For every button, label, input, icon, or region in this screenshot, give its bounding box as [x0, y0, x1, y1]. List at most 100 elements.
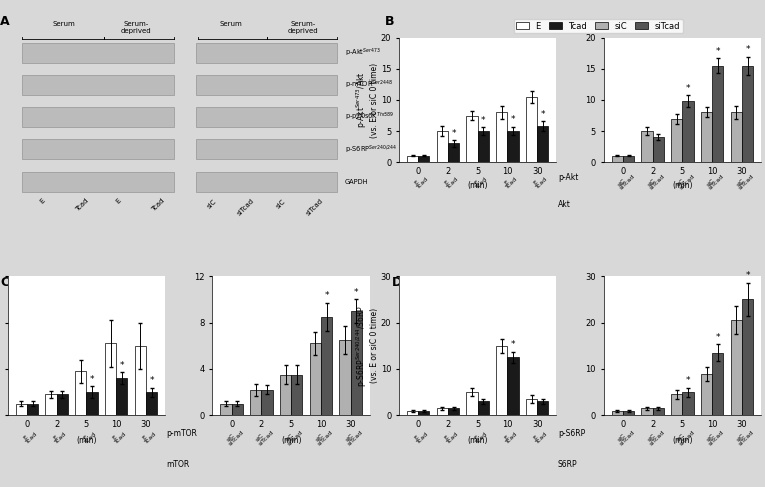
Text: (min): (min) — [76, 436, 96, 445]
Bar — [340, 340, 350, 415]
Text: E: E — [503, 179, 509, 186]
Text: Serum-
deprived: Serum- deprived — [121, 20, 151, 34]
Text: siC: siC — [256, 433, 265, 443]
Bar — [116, 378, 127, 415]
Text: siTcad: siTcad — [708, 430, 725, 447]
Text: siC: siC — [617, 177, 627, 187]
Text: Tcad: Tcad — [144, 431, 158, 445]
Bar — [467, 392, 477, 415]
Text: *: * — [745, 45, 750, 54]
Text: E: E — [444, 435, 450, 441]
Text: (min): (min) — [281, 436, 301, 445]
Text: E: E — [115, 198, 122, 205]
Text: Tcad: Tcad — [446, 431, 459, 445]
Text: S6RP: S6RP — [558, 460, 578, 469]
Text: Tcad: Tcad — [416, 176, 429, 189]
Bar — [57, 394, 68, 415]
Text: siTcad: siTcad — [679, 430, 695, 447]
Text: Tcad: Tcad — [505, 431, 519, 445]
Bar — [701, 374, 712, 415]
Bar — [407, 156, 418, 162]
Text: *: * — [451, 129, 456, 138]
Text: C: C — [1, 276, 9, 289]
Text: siTcad: siTcad — [317, 430, 334, 447]
Text: siC: siC — [344, 433, 355, 443]
Text: *: * — [324, 291, 329, 300]
Text: siTcad: siTcad — [305, 198, 324, 217]
Bar — [496, 346, 507, 415]
Text: E: E — [38, 198, 46, 205]
Text: Tcad: Tcad — [151, 198, 166, 213]
Bar — [496, 112, 507, 162]
Text: E: E — [533, 179, 539, 186]
Bar — [135, 346, 146, 415]
Bar — [262, 390, 272, 415]
Bar — [250, 390, 262, 415]
Legend: E, Tcad, siC, siTcad: E, Tcad, siC, siTcad — [514, 19, 682, 33]
Bar — [612, 156, 623, 162]
Text: *: * — [511, 340, 516, 349]
Text: Tcad: Tcad — [54, 431, 68, 445]
Bar — [507, 131, 519, 162]
Text: Tcad: Tcad — [475, 431, 489, 445]
Text: *: * — [745, 271, 750, 281]
Text: *: * — [119, 361, 124, 370]
Text: B: B — [384, 15, 394, 28]
Text: siTcad: siTcad — [236, 198, 256, 217]
Text: siTcad: siTcad — [619, 430, 636, 447]
Bar — [16, 404, 27, 415]
Text: p-p70s6K$^{Thr389}$: p-p70s6K$^{Thr389}$ — [344, 111, 394, 123]
Bar — [712, 66, 724, 162]
Bar — [623, 411, 634, 415]
Text: (min): (min) — [672, 436, 692, 445]
Bar — [731, 320, 742, 415]
Bar — [437, 409, 448, 415]
Bar — [146, 392, 157, 415]
Text: siTcad: siTcad — [619, 174, 636, 191]
Bar — [526, 97, 537, 162]
Y-axis label: p-S6RP$^{Ser240/244}$/S6RP
(vs. E or siC 0 time): p-S6RP$^{Ser240/244}$/S6RP (vs. E or siC… — [354, 304, 379, 387]
Bar — [731, 112, 742, 162]
Text: p-Akt: p-Akt — [558, 173, 578, 182]
Text: *: * — [685, 84, 690, 93]
Text: Tcad: Tcad — [535, 431, 549, 445]
Text: siC: siC — [706, 433, 716, 443]
Bar — [437, 131, 448, 162]
Text: siC: siC — [207, 198, 218, 209]
Bar — [448, 409, 459, 415]
Text: E: E — [474, 435, 480, 441]
Text: p-Akt$^{Ser473}$: p-Akt$^{Ser473}$ — [344, 47, 380, 59]
Text: Akt: Akt — [558, 200, 571, 209]
Text: E: E — [53, 435, 59, 441]
Text: siC: siC — [706, 177, 716, 187]
Bar — [280, 375, 291, 415]
Bar — [418, 156, 429, 162]
Text: Serum: Serum — [219, 20, 242, 27]
Text: siC: siC — [676, 177, 686, 187]
Bar — [642, 409, 653, 415]
Bar — [682, 101, 694, 162]
Bar — [105, 343, 116, 415]
Text: E: E — [82, 435, 89, 441]
Bar — [537, 126, 549, 162]
Y-axis label: p-Akt$^{Ser473}$/Akt
(vs. E or siC 0 time): p-Akt$^{Ser473}$/Akt (vs. E or siC 0 tim… — [354, 62, 379, 137]
Bar — [507, 357, 519, 415]
Text: (min): (min) — [467, 181, 488, 189]
Text: Tcad: Tcad — [114, 431, 128, 445]
Text: *: * — [149, 375, 154, 385]
Text: p-mTOR$^{Ser2448}$: p-mTOR$^{Ser2448}$ — [344, 79, 392, 91]
Bar — [75, 371, 86, 415]
Text: siTcad: siTcad — [257, 430, 275, 447]
Text: *: * — [541, 110, 545, 119]
Text: siTcad: siTcad — [347, 430, 364, 447]
Bar — [671, 119, 682, 162]
Text: siC: siC — [676, 433, 686, 443]
Text: *: * — [481, 116, 486, 125]
Text: E: E — [112, 435, 119, 441]
Text: Serum: Serum — [53, 20, 75, 27]
Text: Tcad: Tcad — [416, 431, 429, 445]
Bar — [418, 411, 429, 415]
Text: siC: siC — [285, 433, 295, 443]
Text: *: * — [511, 115, 516, 124]
Text: Tcad: Tcad — [475, 176, 489, 189]
